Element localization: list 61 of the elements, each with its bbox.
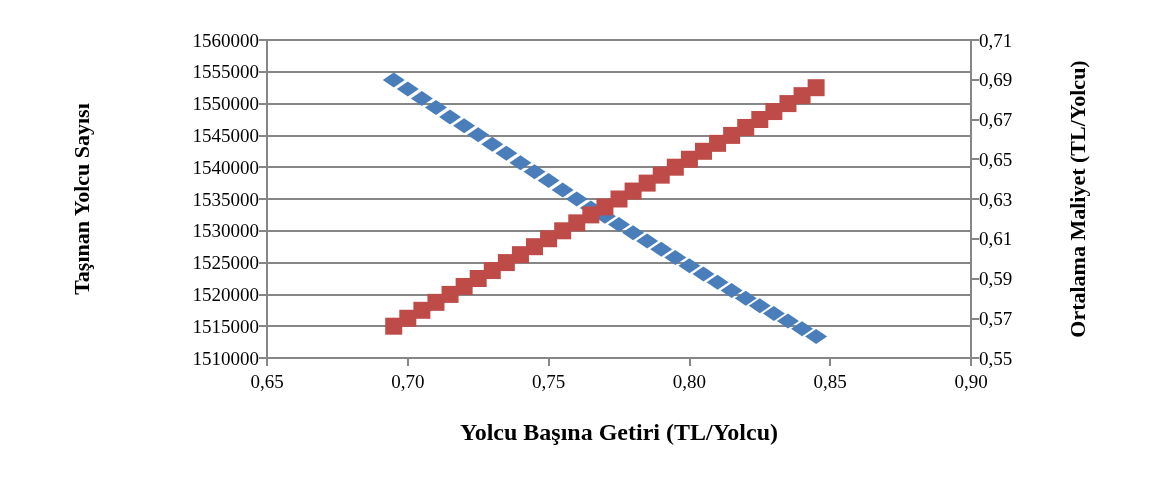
point <box>793 87 811 105</box>
x-tick-label: 0,70 <box>391 371 425 392</box>
point <box>694 142 712 160</box>
point <box>666 158 684 176</box>
point <box>483 262 501 280</box>
x-tick-label: 0,75 <box>531 371 566 392</box>
point <box>526 238 544 256</box>
point <box>807 79 825 97</box>
y2-tick-label: 0,65 <box>979 148 1013 170</box>
y2-tick-label: 0,69 <box>979 69 1013 91</box>
y2-tick-label: 0,55 <box>979 347 1013 369</box>
point <box>652 166 670 184</box>
point <box>511 246 529 264</box>
y-tick-label: 1520000 <box>192 283 259 305</box>
point <box>582 206 600 224</box>
point <box>399 309 417 327</box>
x-axis-title: Yolcu Başına Getiri (TL/Yolcu) <box>459 419 779 445</box>
x-tick-label: 0,85 <box>813 371 847 392</box>
point <box>779 95 797 113</box>
y2-tick-label: 0,63 <box>979 188 1013 210</box>
point <box>610 190 628 208</box>
y-tick-label: 1515000 <box>192 315 259 337</box>
y-tick-label: 1510000 <box>192 347 259 369</box>
point <box>737 118 755 136</box>
y-tick-label: 1540000 <box>192 156 259 178</box>
y-tick-label: 1545000 <box>192 124 259 146</box>
point <box>554 222 572 240</box>
y2-tick-label: 0,59 <box>979 268 1013 289</box>
point <box>455 277 473 295</box>
x-tick-label: 0,80 <box>672 371 707 392</box>
point <box>751 111 769 128</box>
point <box>723 126 741 144</box>
point <box>427 293 445 311</box>
y2-tick-label: 0,57 <box>979 307 1013 329</box>
y-tick-label: 1530000 <box>192 220 259 242</box>
point <box>624 182 642 200</box>
point <box>441 285 459 303</box>
point <box>469 270 487 287</box>
point <box>540 230 558 248</box>
y-tick-label: 1550000 <box>192 93 259 115</box>
point <box>568 214 586 232</box>
point <box>680 150 698 168</box>
point <box>638 174 656 192</box>
point <box>413 301 431 319</box>
point <box>765 103 783 121</box>
point <box>596 198 614 216</box>
y2-tick-label: 0,71 <box>979 29 1013 51</box>
point <box>709 134 727 152</box>
x-tick-label: 0,90 <box>954 371 988 392</box>
y2-tick-label: 0,61 <box>979 228 1013 250</box>
point <box>385 317 403 335</box>
x-tick-label: 0,65 <box>250 371 284 392</box>
y-tick-label: 1555000 <box>192 61 259 83</box>
y-tick-label: 1560000 <box>192 29 259 51</box>
y-tick-label: 1535000 <box>192 188 259 210</box>
point <box>497 254 515 272</box>
y-tick-label: 1525000 <box>192 252 259 274</box>
y2-axis-title: Ortalama Maliyet (TL/Yolcu) <box>1064 60 1090 338</box>
y-axis-title: Taşınan Yolcu Sayısı <box>68 103 94 295</box>
y2-tick-label: 0,67 <box>979 109 1013 130</box>
point <box>608 216 630 232</box>
